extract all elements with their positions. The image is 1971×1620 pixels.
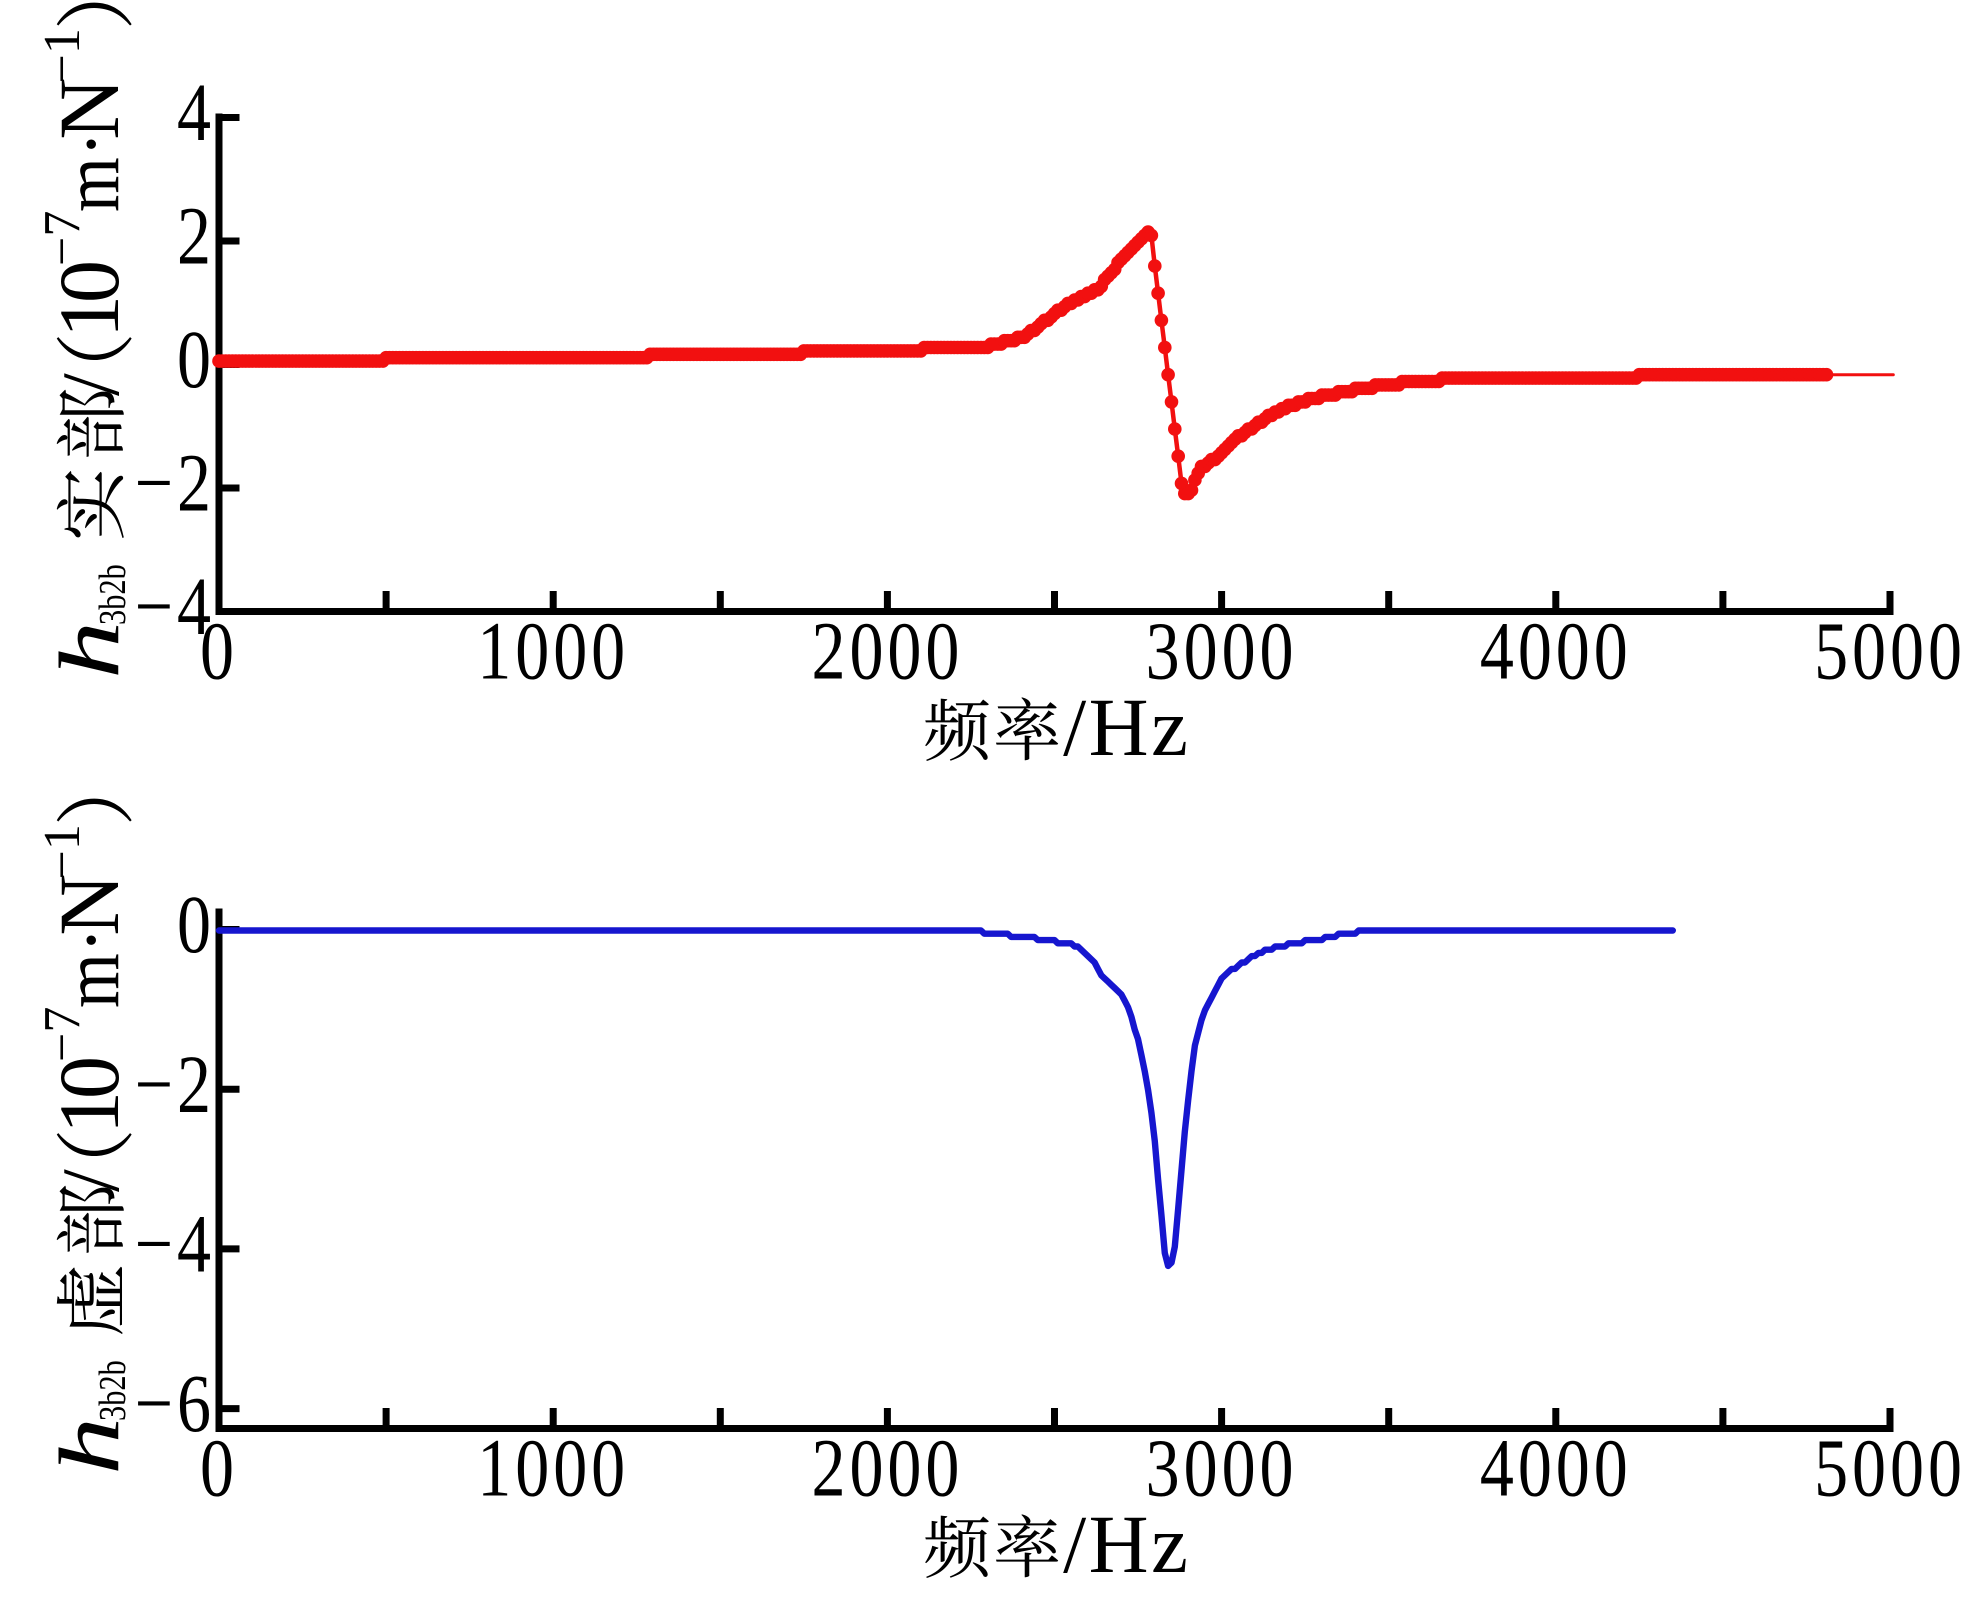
svg-text:4000: 4000 bbox=[1480, 1422, 1632, 1514]
svg-text:5000: 5000 bbox=[1814, 605, 1966, 697]
svg-text:1: 1 bbox=[41, 1091, 137, 1134]
svg-text:−1: −1 bbox=[34, 28, 91, 83]
svg-text:0: 0 bbox=[200, 605, 238, 697]
svg-text:0: 0 bbox=[177, 314, 215, 406]
svg-text:−2: −2 bbox=[135, 437, 215, 529]
svg-text:m: m bbox=[48, 953, 136, 1008]
svg-text:0: 0 bbox=[200, 1422, 238, 1514]
svg-text:−2: −2 bbox=[135, 1039, 215, 1131]
svg-text:N: N bbox=[41, 874, 137, 936]
svg-text:h: h bbox=[42, 621, 137, 679]
svg-text:5000: 5000 bbox=[1814, 1422, 1966, 1514]
svg-text:m: m bbox=[48, 157, 136, 212]
svg-text:N: N bbox=[41, 78, 137, 140]
svg-text:2000: 2000 bbox=[811, 1422, 963, 1514]
svg-text:2000: 2000 bbox=[811, 605, 963, 697]
svg-text:0: 0 bbox=[41, 1056, 137, 1099]
svg-text:−6: −6 bbox=[135, 1358, 215, 1450]
svg-text:1: 1 bbox=[41, 295, 137, 338]
svg-text:−7: −7 bbox=[34, 1007, 91, 1062]
svg-text:3000: 3000 bbox=[1146, 605, 1298, 697]
svg-text:−4: −4 bbox=[135, 1198, 215, 1290]
svg-text:·: · bbox=[48, 927, 136, 954]
svg-text:3b2b: 3b2b bbox=[92, 564, 134, 625]
svg-text:1000: 1000 bbox=[477, 1422, 629, 1514]
svg-text:·: · bbox=[48, 131, 136, 158]
svg-text:0: 0 bbox=[41, 260, 137, 303]
svg-text:/: / bbox=[45, 1169, 136, 1192]
svg-text:4000: 4000 bbox=[1480, 605, 1632, 697]
svg-text:h: h bbox=[42, 1417, 137, 1475]
svg-text:4: 4 bbox=[177, 67, 215, 159]
svg-text:/Hz: /Hz bbox=[1063, 681, 1190, 773]
svg-text:0: 0 bbox=[177, 879, 215, 971]
svg-text:3b2b: 3b2b bbox=[92, 1360, 134, 1421]
svg-text:−4: −4 bbox=[135, 561, 215, 653]
svg-text:−7: −7 bbox=[34, 211, 91, 266]
svg-text:−1: −1 bbox=[34, 824, 91, 879]
svg-text:3000: 3000 bbox=[1146, 1422, 1298, 1514]
svg-text:1000: 1000 bbox=[477, 605, 629, 697]
svg-text:2: 2 bbox=[177, 190, 215, 282]
svg-text:/: / bbox=[45, 373, 136, 396]
svg-text:/Hz: /Hz bbox=[1063, 1498, 1190, 1590]
